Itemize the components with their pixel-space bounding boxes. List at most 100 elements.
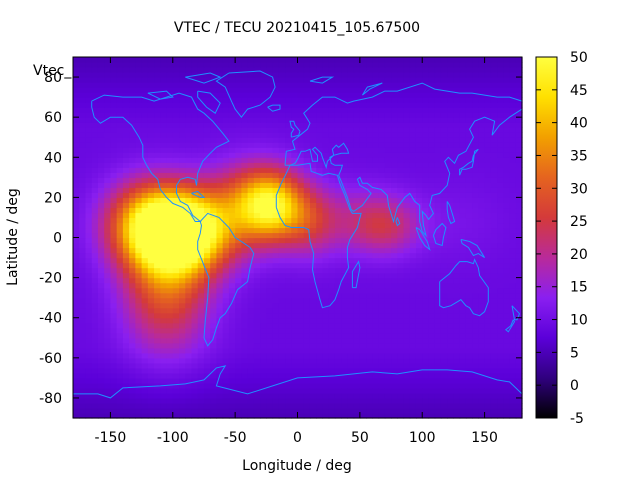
heatmap-cell (515, 247, 523, 254)
heatmap-cell (135, 112, 143, 118)
heatmap-cell (328, 267, 336, 274)
heatmap-cell (291, 277, 299, 284)
heatmap-cell (484, 402, 492, 409)
heatmap-cell (415, 197, 423, 203)
heatmap-cell (291, 232, 299, 239)
heatmap-cell (228, 277, 236, 284)
heatmap-cell (440, 387, 448, 394)
heatmap-cell (422, 382, 430, 389)
heatmap-cell (129, 387, 136, 394)
heatmap-cell (266, 197, 274, 203)
heatmap-cell (434, 332, 442, 339)
heatmap-cell (490, 132, 498, 138)
heatmap-cell (179, 277, 186, 284)
heatmap-cell (465, 112, 473, 118)
heatmap-cell (97, 117, 105, 123)
heatmap-cell (347, 117, 355, 123)
heatmap-cell (247, 297, 255, 304)
heatmap-cell (397, 267, 405, 274)
heatmap-cell (490, 147, 498, 153)
heatmap-cell (222, 392, 230, 399)
heatmap-cell (79, 202, 87, 209)
heatmap-cell (147, 382, 155, 389)
heatmap-cell (403, 247, 411, 254)
heatmap-cell (316, 122, 324, 128)
heatmap-cell (509, 197, 517, 203)
heatmap-cell (472, 87, 479, 93)
heatmap-cell (403, 337, 411, 344)
heatmap-cell (422, 312, 430, 319)
heatmap-cell (91, 222, 99, 229)
heatmap-cell (309, 167, 317, 173)
heatmap-cell (403, 72, 411, 78)
heatmap-cell (428, 337, 436, 344)
heatmap-cell (316, 192, 324, 198)
heatmap-cell (110, 402, 118, 409)
heatmap-cell (328, 142, 336, 148)
heatmap-cell (347, 227, 355, 234)
heatmap-cell (203, 307, 211, 314)
heatmap-cell (278, 357, 286, 364)
heatmap-cell (147, 287, 155, 294)
heatmap-cell (347, 387, 355, 394)
heatmap-cell (222, 82, 230, 88)
heatmap-cell (141, 97, 149, 103)
heatmap-cell (253, 362, 261, 369)
heatmap-cell (472, 147, 479, 153)
heatmap-cell (391, 357, 398, 364)
heatmap-cell (278, 177, 286, 183)
heatmap-cell (497, 137, 504, 143)
heatmap-cell (235, 157, 242, 163)
heatmap-cell (197, 267, 205, 274)
heatmap-cell (172, 292, 180, 299)
heatmap-cell (104, 82, 112, 88)
heatmap-cell (235, 347, 242, 354)
heatmap-cell (434, 142, 442, 148)
heatmap-cell (266, 307, 274, 314)
heatmap-cell (135, 157, 143, 163)
heatmap-cell (179, 342, 186, 349)
heatmap-cell (135, 332, 143, 339)
heatmap-cell (216, 172, 224, 178)
heatmap-cell (166, 117, 174, 123)
heatmap-cell (116, 302, 124, 309)
heatmap-cell (309, 377, 317, 384)
heatmap-cell (197, 287, 205, 294)
heatmap-cell (397, 217, 405, 224)
heatmap-cell (509, 347, 517, 354)
heatmap-cell (309, 142, 317, 148)
heatmap-cell (185, 267, 193, 274)
heatmap-cell (490, 242, 498, 249)
heatmap-cell (160, 117, 168, 123)
heatmap-cell (210, 162, 218, 168)
heatmap-cell (409, 392, 417, 399)
heatmap-cell (216, 227, 224, 234)
heatmap-cell (515, 172, 523, 178)
heatmap-cell (415, 297, 423, 304)
heatmap-cell (322, 102, 330, 108)
heatmap-cell (328, 87, 336, 93)
heatmap-cell (434, 197, 442, 203)
heatmap-cell (147, 307, 155, 314)
heatmap-cell (503, 207, 511, 214)
heatmap-cell (447, 182, 455, 188)
heatmap-cell (309, 237, 317, 244)
heatmap-cell (185, 312, 193, 319)
heatmap-cell (503, 127, 511, 133)
heatmap-cell (172, 82, 180, 88)
heatmap-cell (235, 177, 242, 183)
heatmap-cell (129, 327, 136, 334)
heatmap-cell (129, 307, 136, 314)
heatmap-cell (490, 112, 498, 118)
heatmap-cell (303, 397, 311, 404)
heatmap-cell (116, 372, 124, 379)
heatmap-cell (515, 92, 523, 98)
heatmap-cell (341, 122, 348, 128)
heatmap-cell (260, 412, 267, 419)
heatmap-cell (247, 287, 255, 294)
heatmap-cell (497, 402, 504, 409)
heatmap-cell (154, 242, 161, 249)
heatmap-cell (216, 262, 224, 269)
heatmap-cell (179, 197, 186, 203)
heatmap-cell (272, 152, 280, 158)
